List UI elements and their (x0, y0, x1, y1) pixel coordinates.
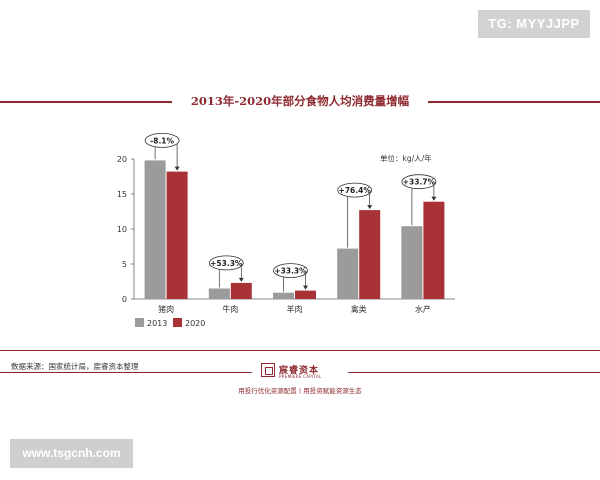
footer-slogan: 用投行优化资源配置丨用投资赋能资源生态 (238, 387, 362, 395)
annotation-label: -8.1% (150, 136, 174, 145)
annotation-arrowhead (367, 205, 373, 210)
bar-2013-3 (337, 248, 359, 299)
annotation-bubble (337, 182, 373, 198)
bar-2013-1 (208, 288, 230, 299)
x-tick-label: 羊肉 (287, 304, 303, 314)
watermark-top: TG: MYYJJPP (478, 10, 590, 38)
bar-2020-0 (166, 171, 188, 299)
annotation-bubble (401, 174, 437, 190)
unit-label: 单位：kg/人/年 (380, 154, 432, 163)
logo-icon (261, 363, 275, 377)
annotation-arrowhead (431, 196, 437, 201)
bar-2020-1 (230, 282, 252, 299)
annotation-bubble (144, 132, 180, 148)
y-tick-label: 0 (122, 295, 127, 304)
x-tick-label: 猪肉 (158, 304, 174, 314)
title-rule-right (428, 101, 600, 103)
watermark-bottom: www.tsgcnh.com (10, 439, 133, 468)
legend-swatch-2013 (135, 318, 144, 327)
data-source: 数据来源：国家统计局，宸睿资本整理 (11, 362, 139, 371)
annotation-bubble (208, 255, 244, 271)
bar-2013-0 (144, 160, 166, 299)
title-rule-left (0, 101, 172, 103)
y-tick-label: 15 (117, 190, 127, 199)
footer-rule-left (0, 372, 252, 373)
y-tick-label: 5 (122, 260, 127, 269)
legend-label-2020: 2020 (185, 319, 205, 328)
annotation-bubble (273, 263, 308, 279)
bar-2020-2 (295, 290, 316, 299)
bar-2013-4 (401, 226, 423, 299)
bar-2020-4 (423, 201, 445, 299)
logo-subtitle: PREMIERE CAPITAL (279, 374, 322, 379)
annotation-label: +33.3% (274, 267, 307, 276)
annotation-arrowhead (303, 285, 308, 290)
annotation-label: +33.7% (403, 178, 436, 187)
annotation-label: +76.4% (339, 186, 372, 195)
bar-2013-2 (273, 292, 294, 299)
x-tick-label: 水产 (415, 304, 431, 314)
legend-swatch-2020 (173, 318, 182, 327)
chart-title: 2013年-2020年部分食物人均消费量增幅 (190, 94, 410, 108)
annotation-arrowhead (174, 166, 180, 171)
annotation-label: +53.3% (210, 259, 243, 268)
bar-2020-3 (359, 210, 381, 299)
y-tick-label: 10 (117, 225, 127, 234)
x-tick-label: 禽类 (351, 304, 367, 314)
annotation-arrowhead (238, 277, 244, 282)
legend-label-2013: 2013 (147, 319, 167, 328)
logo-name: 宸睿资本 (279, 366, 320, 376)
source-rule (0, 350, 600, 351)
footer-rule-right (348, 372, 600, 373)
x-tick-label: 牛肉 (222, 304, 238, 314)
y-tick-label: 20 (117, 155, 127, 164)
